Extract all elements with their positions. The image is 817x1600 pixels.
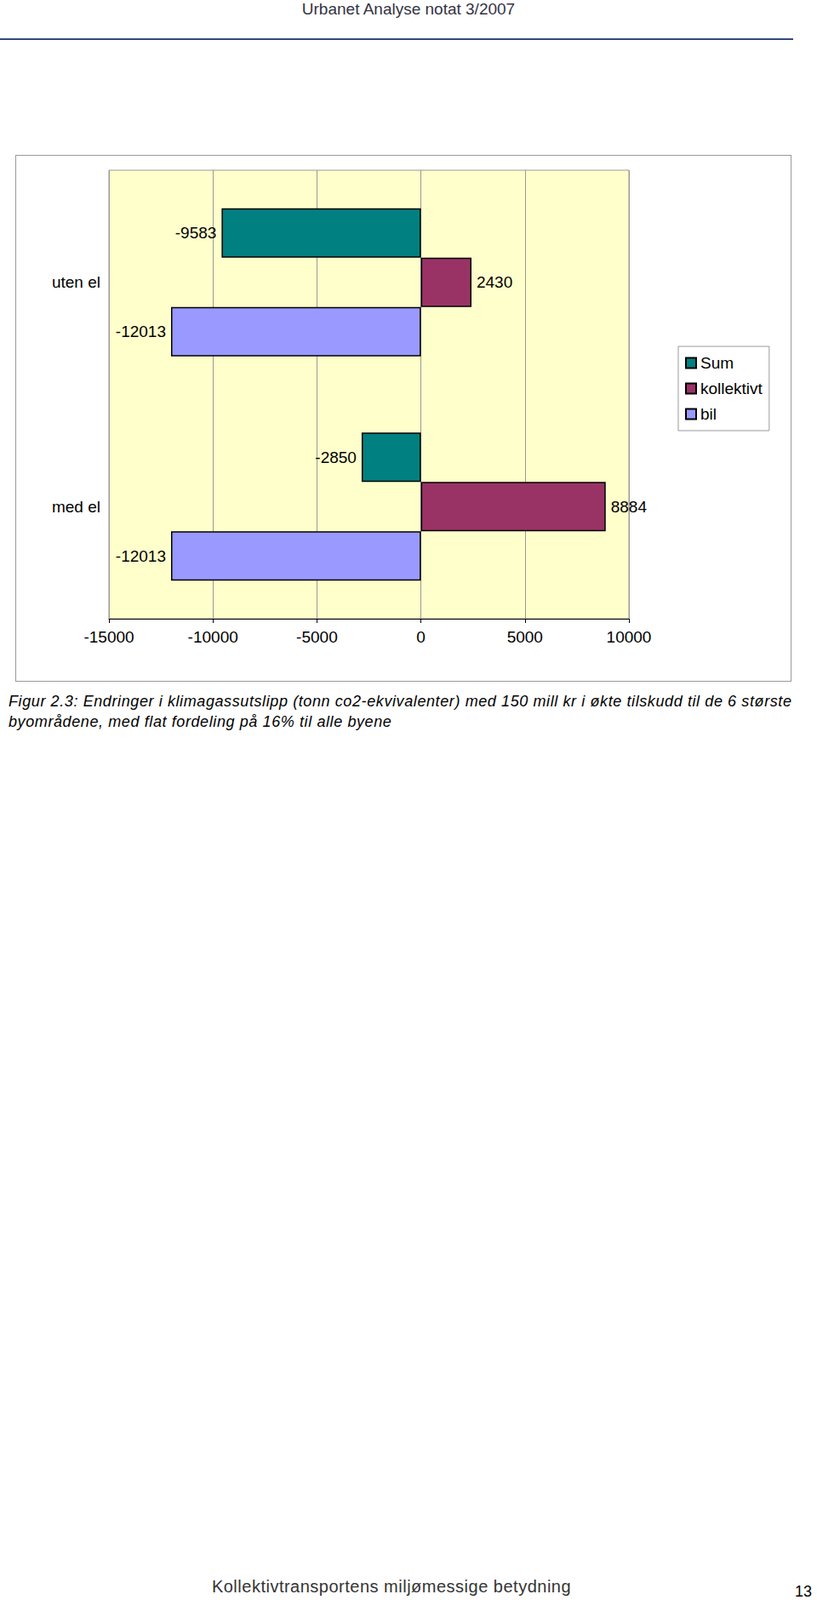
svg-text:-12013: -12013 [115, 322, 166, 341]
svg-text:10000: 10000 [606, 628, 652, 646]
svg-text:Sum: Sum [700, 354, 734, 372]
html-text:Kollektivtransportens miljømes: Kollektivtransportens miljømessige betyd… [211, 1576, 572, 1596]
svg-text:8884: 8884 [611, 497, 648, 516]
svg-text:kollektivt: kollektivt [700, 379, 764, 398]
html-text:Urbanet Analyse notat 3/2007: Urbanet Analyse notat 3/2007 [301, 0, 516, 18]
svg-text:-15000: -15000 [83, 628, 134, 646]
html-text:Figur 2.3: Endringer i klimaga: Figur 2.3: Endringer i klimagassutslipp … [8, 692, 792, 731]
svg-text:-10000: -10000 [188, 628, 239, 646]
svg-text:med el: med el [51, 497, 101, 516]
svg-text:-9583: -9583 [175, 223, 218, 242]
svg-text:2430: 2430 [476, 273, 513, 292]
svg-text:-12013: -12013 [115, 547, 166, 566]
svg-text:bil: bil [700, 405, 717, 423]
svg-text:uten el: uten el [51, 273, 101, 292]
svg-text:0: 0 [416, 628, 426, 646]
html-text:13: 13 [794, 1582, 812, 1600]
svg-text:-2850: -2850 [314, 448, 357, 467]
svg-text:-5000: -5000 [296, 628, 338, 646]
svg-text:5000: 5000 [507, 628, 543, 646]
